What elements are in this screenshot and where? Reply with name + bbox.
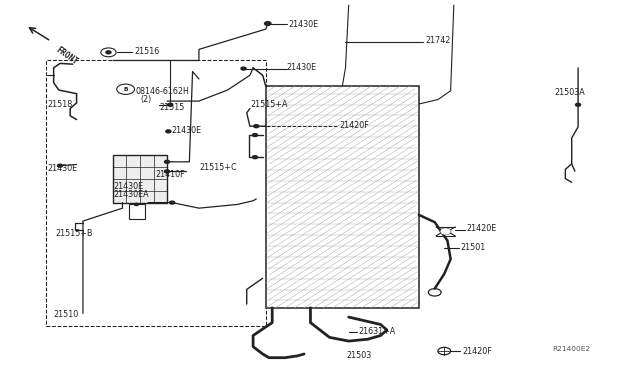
Text: 08146-6162H: 08146-6162H xyxy=(135,87,189,96)
Circle shape xyxy=(252,134,257,137)
Circle shape xyxy=(58,164,63,167)
Text: 21515+B: 21515+B xyxy=(56,230,93,238)
Bar xyxy=(113,155,167,203)
Text: 21430E: 21430E xyxy=(171,126,201,135)
Text: 21510: 21510 xyxy=(54,310,79,319)
Text: 21420F: 21420F xyxy=(339,121,369,130)
Text: 21430EA: 21430EA xyxy=(113,190,148,199)
Text: (2): (2) xyxy=(140,95,152,104)
Text: 21516: 21516 xyxy=(134,48,159,57)
Circle shape xyxy=(264,22,271,25)
Bar xyxy=(46,61,266,326)
Bar xyxy=(129,205,145,219)
Text: 21430E: 21430E xyxy=(113,182,143,191)
Text: 21420F: 21420F xyxy=(462,347,492,356)
Text: 21515+C: 21515+C xyxy=(199,163,237,172)
Text: 21503: 21503 xyxy=(347,350,372,360)
Text: FRONT: FRONT xyxy=(54,46,79,67)
Text: 21430E: 21430E xyxy=(47,164,77,173)
Circle shape xyxy=(106,51,111,54)
Text: 21503A: 21503A xyxy=(554,89,585,97)
Text: 21518: 21518 xyxy=(47,100,72,109)
Text: 21420E: 21420E xyxy=(467,224,497,233)
Circle shape xyxy=(164,170,170,173)
Text: 21631+A: 21631+A xyxy=(358,327,396,336)
Circle shape xyxy=(168,103,173,106)
Text: 21430E: 21430E xyxy=(288,20,318,29)
Text: 21742: 21742 xyxy=(425,36,451,45)
Text: 21515: 21515 xyxy=(159,103,185,112)
Bar xyxy=(266,86,419,308)
Text: 21515+A: 21515+A xyxy=(250,100,287,109)
Circle shape xyxy=(575,103,580,106)
Text: 21501: 21501 xyxy=(460,243,485,252)
Text: 21430E: 21430E xyxy=(287,63,317,72)
Circle shape xyxy=(441,229,450,234)
Circle shape xyxy=(241,67,246,70)
Bar xyxy=(266,86,419,308)
Circle shape xyxy=(134,203,138,206)
Text: 21410F: 21410F xyxy=(156,170,185,179)
Circle shape xyxy=(252,156,257,159)
Circle shape xyxy=(170,201,175,204)
Text: B: B xyxy=(124,87,128,92)
Circle shape xyxy=(253,125,259,128)
Circle shape xyxy=(164,160,170,163)
Text: R21400E2: R21400E2 xyxy=(552,346,591,352)
Circle shape xyxy=(166,130,171,133)
